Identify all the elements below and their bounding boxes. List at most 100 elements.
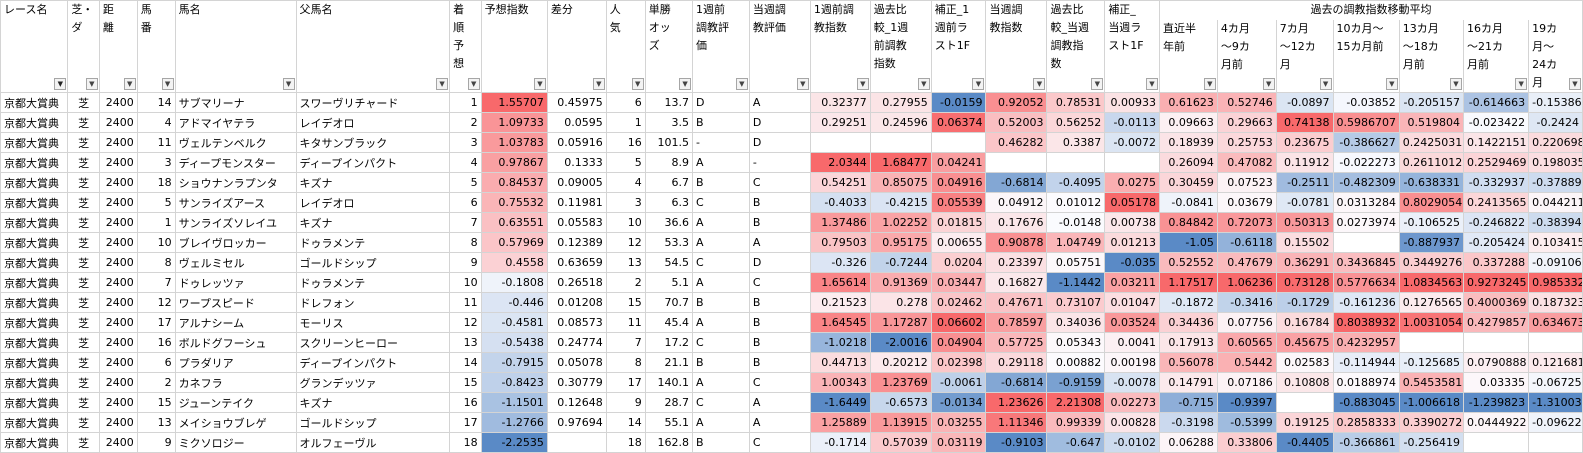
table-cell[interactable]: 芝 bbox=[67, 292, 100, 313]
table-cell[interactable]: 0.5776634 bbox=[1332, 272, 1400, 293]
table-cell[interactable]: 0.57039 bbox=[869, 432, 932, 453]
table-cell[interactable]: 0.01047 bbox=[1104, 292, 1160, 313]
table-cell[interactable]: 0.01208 bbox=[546, 292, 607, 313]
table-cell[interactable]: D bbox=[692, 92, 750, 113]
table-cell[interactable]: 0.03447 bbox=[930, 272, 987, 293]
table-cell[interactable]: 京都大賞典 bbox=[0, 112, 69, 133]
table-cell[interactable]: 7 bbox=[605, 332, 646, 353]
table-cell[interactable]: 0.11981 bbox=[546, 192, 607, 213]
filter-dropdown-icon[interactable]: ▼ bbox=[1091, 78, 1104, 90]
table-cell[interactable]: 0.09663 bbox=[1159, 112, 1218, 133]
table-cell[interactable]: 0.07756 bbox=[1216, 312, 1277, 333]
table-cell[interactable]: -0.366861 bbox=[1332, 432, 1400, 453]
table-cell[interactable]: 0.27955 bbox=[869, 92, 932, 113]
column-header[interactable]: 過去比較_1週前調教指数 ▼ bbox=[869, 0, 932, 93]
table-cell[interactable]: メイショウブレゲ bbox=[174, 412, 297, 433]
table-cell[interactable]: 14 bbox=[605, 412, 646, 433]
table-cell[interactable]: 1.55707 bbox=[480, 92, 548, 113]
table-cell[interactable]: C bbox=[692, 252, 750, 273]
table-cell[interactable]: 2400 bbox=[98, 412, 138, 433]
table-cell[interactable]: 0.01012 bbox=[1046, 192, 1106, 213]
table-cell[interactable]: 18 bbox=[449, 432, 482, 453]
table-cell[interactable]: 0.74138 bbox=[1275, 112, 1334, 133]
table-cell[interactable]: 0.044211 bbox=[1528, 192, 1583, 213]
table-cell[interactable]: 16 bbox=[136, 332, 176, 353]
table-cell[interactable]: -0.0148 bbox=[1046, 212, 1106, 233]
table-cell[interactable]: 4 bbox=[449, 152, 482, 173]
table-cell[interactable]: 0.84842 bbox=[1159, 212, 1218, 233]
table-cell[interactable]: 0.3387 bbox=[1046, 132, 1106, 153]
table-cell[interactable]: 0.634673 bbox=[1528, 312, 1583, 333]
table-cell[interactable]: 0.5986707 bbox=[1332, 112, 1400, 133]
table-cell[interactable]: D bbox=[748, 252, 811, 273]
table-cell[interactable]: 京都大賞典 bbox=[0, 292, 69, 313]
table-cell[interactable]: 17 bbox=[605, 372, 646, 393]
table-cell[interactable]: 0.05916 bbox=[546, 132, 607, 153]
column-header[interactable]: 差分 ▼ bbox=[546, 0, 607, 93]
table-cell[interactable]: 2400 bbox=[98, 352, 138, 373]
table-cell[interactable]: 0.85075 bbox=[869, 172, 932, 193]
table-cell[interactable]: 京都大賞典 bbox=[0, 352, 69, 373]
table-cell[interactable]: C bbox=[748, 432, 811, 453]
table-cell[interactable]: 7 bbox=[136, 272, 176, 293]
table-cell[interactable]: 0.05583 bbox=[546, 212, 607, 233]
table-cell[interactable]: 0.15502 bbox=[1275, 232, 1334, 253]
table-cell[interactable]: B bbox=[692, 352, 750, 373]
table-cell[interactable]: 15 bbox=[136, 392, 176, 413]
table-cell[interactable]: 7 bbox=[449, 212, 482, 233]
table-cell[interactable]: 12 bbox=[449, 312, 482, 333]
table-cell[interactable]: ショウナンラプンタ bbox=[174, 172, 297, 193]
table-cell[interactable]: 0.0275 bbox=[1104, 172, 1160, 193]
table-cell[interactable]: 0.97867 bbox=[480, 152, 548, 173]
table-cell[interactable]: 0.8029054 bbox=[1398, 192, 1464, 213]
table-cell[interactable]: -0.6814 bbox=[985, 372, 1048, 393]
table-cell[interactable]: -0.482309 bbox=[1332, 172, 1400, 193]
table-cell[interactable]: A bbox=[692, 412, 750, 433]
table-cell[interactable]: 0.12389 bbox=[546, 232, 607, 253]
table-cell[interactable]: 芝 bbox=[67, 392, 100, 413]
table-cell[interactable]: -0.0072 bbox=[1104, 132, 1160, 153]
table-cell[interactable]: 0.34436 bbox=[1159, 312, 1218, 333]
table-cell[interactable]: 0.187323 bbox=[1528, 292, 1583, 313]
table-cell[interactable]: -0.38394 bbox=[1528, 212, 1583, 233]
table-cell[interactable]: 0.5442 bbox=[1216, 352, 1277, 373]
table-cell[interactable]: 13 bbox=[136, 412, 176, 433]
table-cell[interactable]: A bbox=[692, 232, 750, 253]
column-header[interactable]: 過去比較_当週調教指数 ▼ bbox=[1046, 0, 1106, 93]
table-cell[interactable]: 1 bbox=[449, 92, 482, 113]
table-cell[interactable]: 2400 bbox=[98, 392, 138, 413]
table-cell[interactable]: 2400 bbox=[98, 192, 138, 213]
table-cell[interactable]: オルフェーヴル bbox=[295, 432, 451, 453]
filter-dropdown-icon[interactable]: ▼ bbox=[631, 78, 644, 90]
table-cell[interactable]: -0.9159 bbox=[1046, 372, 1106, 393]
table-cell[interactable]: 芝 bbox=[67, 332, 100, 353]
filter-dropdown-icon[interactable]: ▼ bbox=[282, 78, 295, 90]
table-cell[interactable]: -0.0102 bbox=[1104, 432, 1160, 453]
table-cell[interactable]: 17 bbox=[449, 412, 482, 433]
filter-dropdown-icon[interactable]: ▼ bbox=[1385, 78, 1398, 90]
table-cell[interactable]: 0.16784 bbox=[1275, 312, 1334, 333]
table-cell[interactable]: 0.2413565 bbox=[1462, 192, 1530, 213]
table-cell[interactable]: キズナ bbox=[295, 172, 451, 193]
table-cell[interactable]: 17.2 bbox=[644, 332, 694, 353]
filter-dropdown-icon[interactable]: ▼ bbox=[1515, 78, 1528, 90]
table-cell[interactable]: 0.03524 bbox=[1104, 312, 1160, 333]
table-cell[interactable]: -0.3416 bbox=[1216, 292, 1277, 313]
table-cell[interactable]: 0.0188974 bbox=[1332, 372, 1400, 393]
table-cell[interactable]: 0.00655 bbox=[930, 232, 987, 253]
table-cell[interactable]: -0.06725 bbox=[1528, 372, 1583, 393]
table-cell[interactable]: B bbox=[748, 352, 811, 373]
table-cell[interactable]: 0.75532 bbox=[480, 192, 548, 213]
filter-dropdown-icon[interactable]: ▼ bbox=[972, 78, 985, 90]
table-cell[interactable]: 2400 bbox=[98, 252, 138, 273]
table-cell[interactable]: 0.99339 bbox=[1046, 412, 1106, 433]
table-cell[interactable]: 0.0313284 bbox=[1332, 192, 1400, 213]
table-cell[interactable]: 0.05751 bbox=[1046, 252, 1106, 273]
table-cell[interactable]: -0.3198 bbox=[1159, 412, 1218, 433]
table-cell[interactable]: 17 bbox=[136, 312, 176, 333]
table-cell[interactable]: サンライズソレイユ bbox=[174, 212, 297, 233]
filter-dropdown-icon[interactable]: ▼ bbox=[917, 78, 930, 90]
table-cell[interactable]: 0.24596 bbox=[869, 112, 932, 133]
table-cell[interactable]: ディープモンスター bbox=[174, 152, 297, 173]
table-cell[interactable]: 0.220698 bbox=[1528, 132, 1583, 153]
